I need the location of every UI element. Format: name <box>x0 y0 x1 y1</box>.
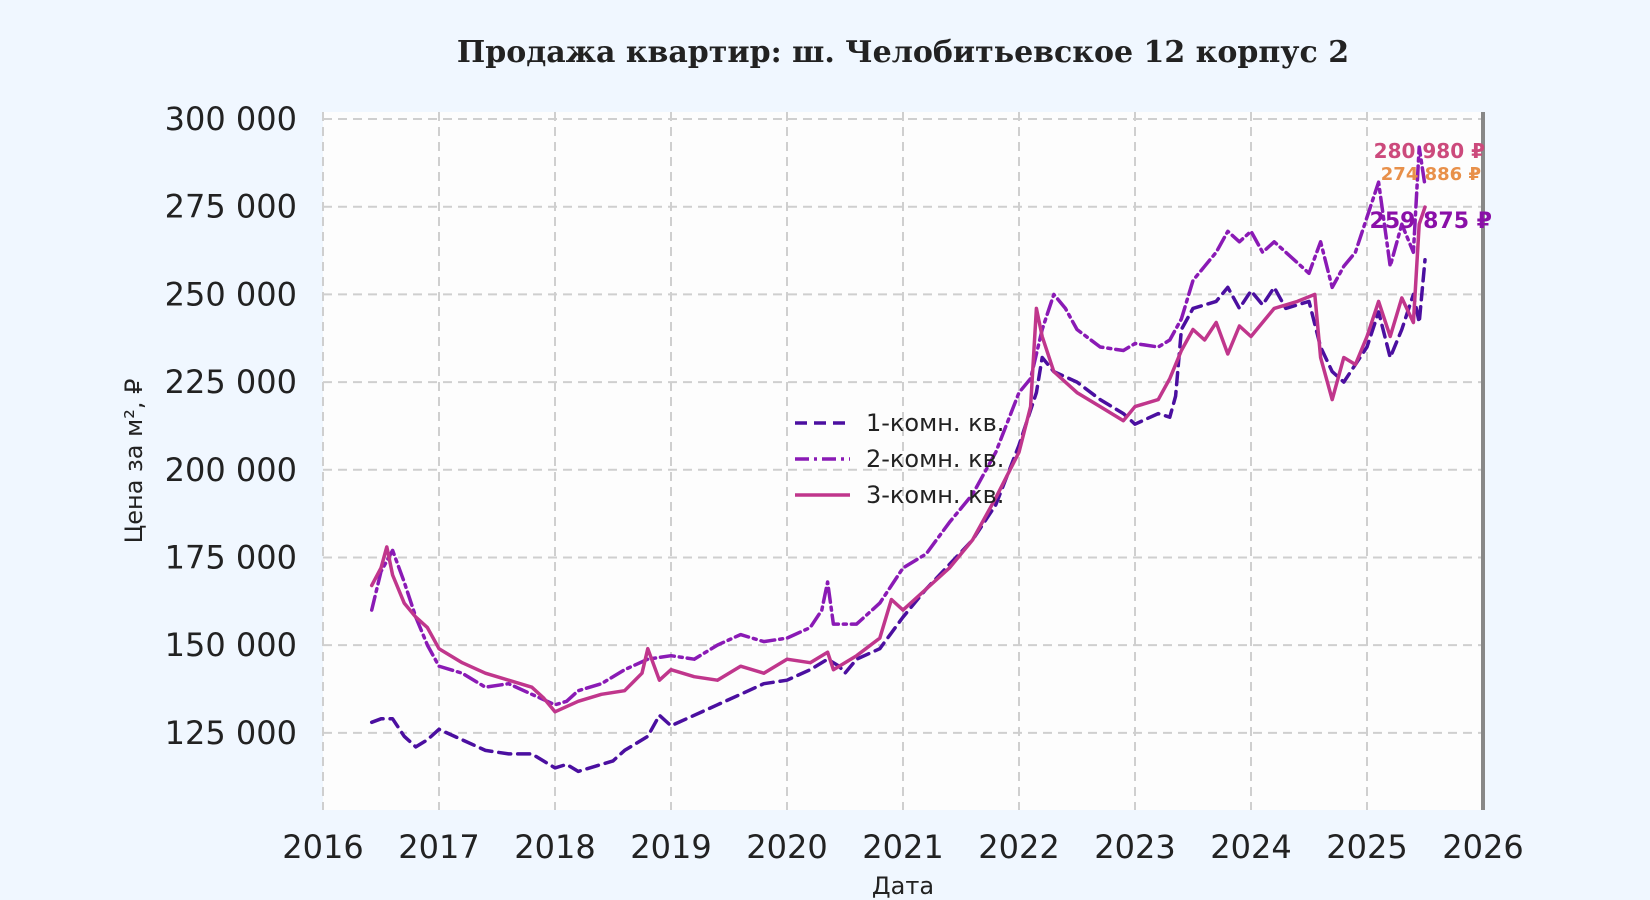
grid <box>322 112 1484 810</box>
series-line-1room <box>369 258 1427 774</box>
x-tick-label: 2019 <box>630 828 711 866</box>
y-tick-label: 125 000 <box>165 714 297 752</box>
series-line-2room <box>369 145 1427 707</box>
y-axis-label: Цена за м², ₽ <box>120 379 148 544</box>
y-tick-label: 200 000 <box>165 451 297 489</box>
x-tick-label: 2022 <box>978 828 1059 866</box>
x-tick-label: 2016 <box>282 828 363 866</box>
x-tick-label: 2026 <box>1442 828 1523 866</box>
x-axis-label: Дата <box>872 872 934 900</box>
legend-label-1room: 1-комн. кв. <box>866 409 1004 437</box>
x-tick-label: 2020 <box>746 828 827 866</box>
x-tick-label: 2021 <box>862 828 943 866</box>
x-tick-labels: 2016 2017 2018 2019 2020 2021 2022 2023 2024 2025… <box>282 828 1523 866</box>
series-group <box>369 145 1427 774</box>
x-tick-label: 2017 <box>398 828 479 866</box>
x-tick-label: 2024 <box>1210 828 1291 866</box>
end-label-1room: 259 875 ₽ <box>1370 209 1492 234</box>
x-tick-label: 2025 <box>1326 828 1407 866</box>
end-label-2room: 280 980 ₽ <box>1374 139 1485 163</box>
y-tick-label: 175 000 <box>165 538 297 576</box>
end-label-3room: 274 886 ₽ <box>1381 164 1481 185</box>
y-tick-label: 275 000 <box>165 188 297 226</box>
chart-title: Продажа квартир: ш. Челобитьевское 12 ко… <box>457 35 1349 70</box>
y-tick-label: 300 000 <box>165 100 297 138</box>
series-line-3room <box>369 205 1427 714</box>
legend: 1-комн. кв. 2-комн. кв. 3-комн. кв. <box>795 409 1004 509</box>
y-tick-label: 225 000 <box>165 363 297 401</box>
y-tick-label: 150 000 <box>165 626 297 664</box>
y-tick-label: 250 000 <box>165 275 297 313</box>
legend-label-2room: 2-комн. кв. <box>866 445 1004 473</box>
y-tick-labels: 125 000 150 000 175 000 200 000 225 000 250 0… <box>165 100 297 752</box>
x-tick-label: 2023 <box>1094 828 1175 866</box>
legend-label-3room: 3-комн. кв. <box>866 481 1004 509</box>
x-tick-label: 2018 <box>514 828 595 866</box>
